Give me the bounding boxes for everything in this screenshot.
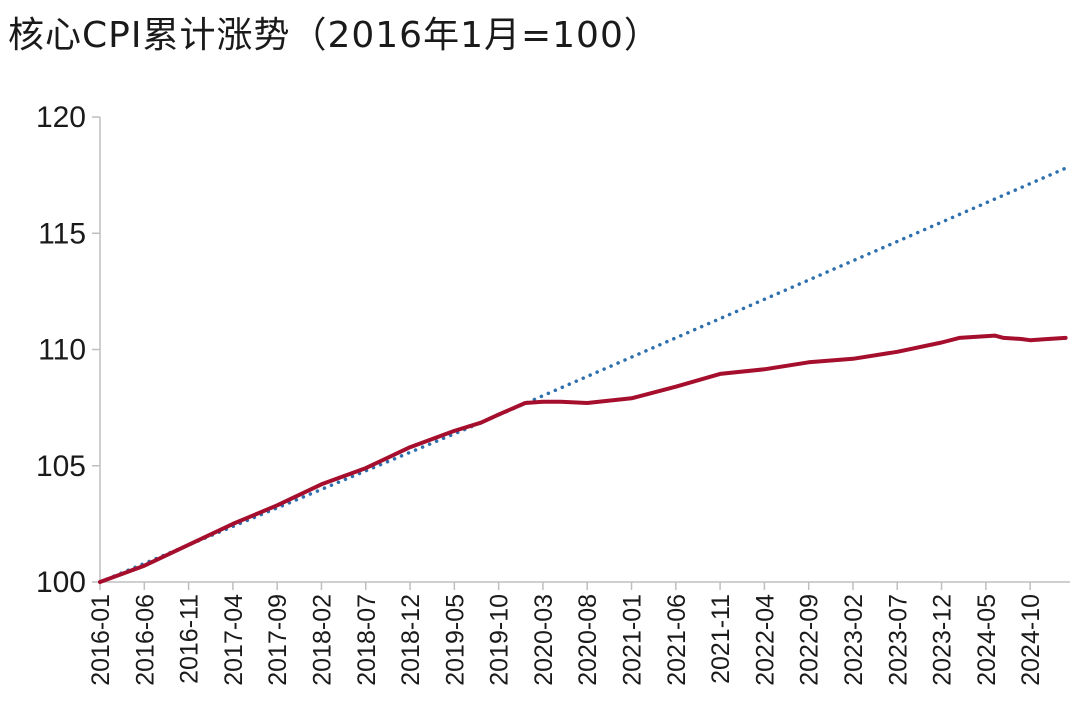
x-tick-label: 2021-01	[619, 594, 647, 686]
x-tick-label: 2022-09	[796, 594, 824, 686]
y-tick-label: 115	[38, 217, 86, 250]
series-layer	[98, 166, 1068, 584]
x-tick-label: 2021-06	[663, 594, 691, 686]
chart-title: 核心CPI累计涨势（2016年1月=100）	[8, 15, 661, 56]
x-tick-label: 2017-09	[264, 594, 292, 686]
x-tick-label: 2018-02	[308, 594, 336, 686]
x-tick-label: 2017-04	[220, 594, 248, 686]
x-tick-label: 2022-04	[751, 594, 779, 686]
x-tick-label: 2023-12	[929, 594, 957, 686]
y-axis: 100 105 110 115 120	[36, 101, 101, 599]
x-tick-label: 2016-06	[131, 594, 159, 686]
x-tick-label: 2016-11	[176, 594, 204, 684]
x-tick-label: 2016-01	[87, 594, 115, 686]
x-tick-label: 2019-10	[486, 594, 514, 686]
x-tick-label: 2020-03	[530, 594, 558, 686]
x-tick-label: 2018-07	[353, 594, 381, 686]
x-tick-label: 2024-10	[1017, 594, 1045, 686]
x-tick-label: 2023-07	[884, 594, 912, 686]
x-tick-label: 2023-02	[840, 594, 868, 686]
y-tick-label: 110	[38, 334, 86, 367]
x-tick-label: 2024-05	[973, 594, 1001, 686]
y-tick-label: 120	[36, 101, 86, 134]
x-tick-label: 2020-08	[574, 594, 602, 686]
x-tick-label: 2019-05	[441, 594, 469, 686]
y-tick-label: 105	[36, 450, 86, 483]
x-tick-label: 2021-11	[707, 594, 735, 684]
x-tick-label: 2018-12	[397, 594, 425, 686]
core-cpi-line	[98, 333, 1068, 584]
y-tick-label: 100	[36, 566, 86, 599]
x-axis: 2016-01 2016-06 2016-11 2017-04 2017-09 2018-…	[87, 581, 1070, 686]
